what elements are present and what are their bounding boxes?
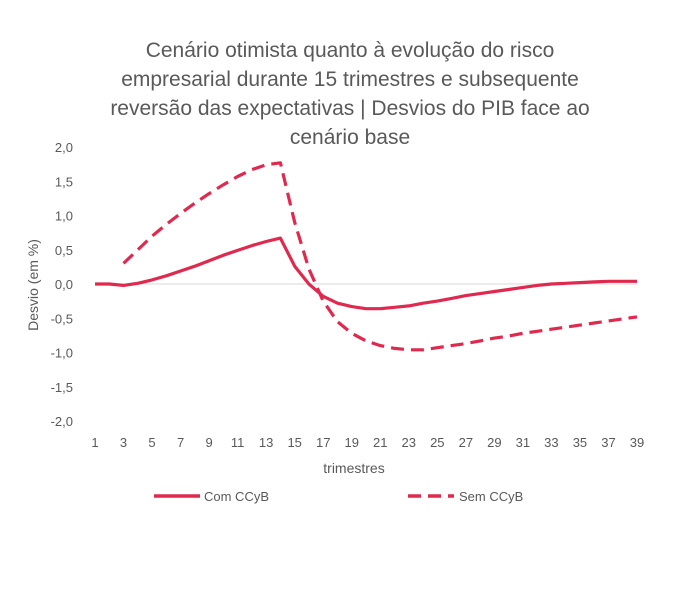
- x-tick-label: 25: [430, 435, 444, 450]
- chart-title-line: empresarial durante 15 trimestres e subs…: [121, 68, 579, 91]
- x-tick-label: 7: [177, 435, 184, 450]
- y-tick-label: 1,0: [55, 209, 73, 224]
- chart-title-line: Cenário otimista quanto à evolução do ri…: [145, 39, 555, 62]
- series-line-com-ccyb: [95, 236, 637, 311]
- y-tick-label: 0,0: [55, 277, 73, 292]
- x-tick-label: 29: [487, 435, 501, 450]
- x-tick-label: 23: [402, 435, 416, 450]
- x-tick-label: 11: [231, 435, 245, 450]
- x-tick-label: 31: [516, 435, 530, 450]
- legend-label-sem-ccyb: Sem CCyB: [459, 489, 523, 504]
- x-tick-label: 39: [630, 435, 644, 450]
- x-axis-label: trimestres: [323, 460, 384, 476]
- y-tick-label: -2,0: [51, 414, 73, 429]
- x-tick-label: 19: [345, 435, 359, 450]
- x-tick-label: 1: [91, 435, 98, 450]
- chart-title-line: reversão das expectativas | Desvios do P…: [110, 97, 590, 120]
- x-tick-label: 5: [148, 435, 155, 450]
- chart-title: Cenário otimista quanto à evolução do ri…: [60, 36, 640, 152]
- x-tick-label: 3: [120, 435, 127, 450]
- y-tick-label: -0,5: [51, 311, 73, 326]
- plot-area: [95, 161, 638, 352]
- x-tick-label: 21: [373, 435, 387, 450]
- y-tick-label: 1,5: [55, 174, 73, 189]
- y-tick-label: -1,0: [51, 346, 73, 361]
- y-tick-label: -1,5: [51, 380, 73, 395]
- x-tick-label: 17: [316, 435, 330, 450]
- legend-label-com-ccyb: Com CCyB: [204, 489, 269, 504]
- series-line-sem-ccyb: [122, 161, 638, 352]
- y-tick-label: 0,5: [55, 243, 73, 258]
- y-axis-label: Desvio (em %): [25, 239, 41, 331]
- x-tick-label: 15: [287, 435, 301, 450]
- x-tick-label: 9: [205, 435, 212, 450]
- x-tick-label: 13: [259, 435, 273, 450]
- x-tick-label: 37: [601, 435, 615, 450]
- y-tick-label: 2,0: [55, 140, 73, 155]
- legend: Com CCyB Sem CCyB: [154, 489, 523, 504]
- y-axis-ticks: 2,0 1,5 1,0 0,5 0,0 -0,5 -1,0 -1,5 -2,0: [51, 140, 73, 429]
- x-tick-label: 33: [544, 435, 558, 450]
- chart-title-line: cenário base: [289, 126, 411, 149]
- x-tick-label: 27: [459, 435, 473, 450]
- x-axis-ticks: 1 3 5 7 9 11 13 15 17 19 21 23 25 27 29 31 33 35 37 39: [91, 435, 644, 450]
- x-tick-label: 35: [573, 435, 587, 450]
